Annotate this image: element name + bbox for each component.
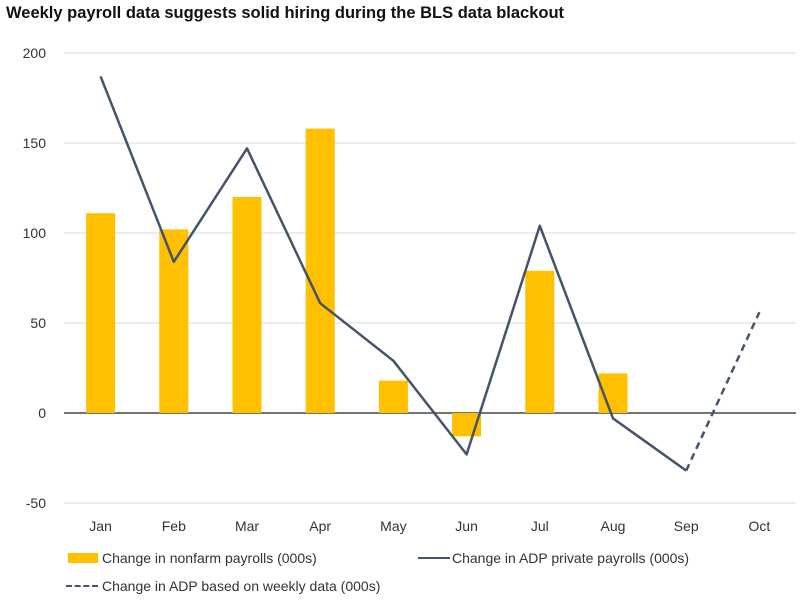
legend-swatch-line: [418, 557, 450, 559]
legend-item-nonfarm: Change in nonfarm payrolls (000s): [68, 550, 317, 566]
x-tick-label: Apr: [309, 518, 331, 534]
y-tick-label: 150: [23, 135, 47, 151]
x-tick-label: Jun: [455, 518, 478, 534]
x-tick-label: Feb: [162, 518, 186, 534]
x-tick-label: Mar: [235, 518, 259, 534]
chart-title: Weekly payroll data suggests solid hirin…: [6, 4, 565, 22]
legend-label: Change in ADP based on weekly data (000s…: [102, 578, 381, 594]
line-adp-weekly: [685, 311, 761, 472]
x-tick-label: May: [380, 518, 406, 534]
legend-swatch-bar: [68, 553, 98, 563]
bar-feb: [159, 229, 189, 413]
legend-item-adp-weekly: Change in ADP based on weekly data (000s…: [66, 578, 380, 594]
y-tick-label: 100: [23, 225, 47, 241]
line-adp-private: [99, 75, 687, 472]
x-tick-label: Aug: [601, 518, 626, 534]
x-tick-label: Oct: [749, 518, 771, 534]
legend-label: Change in ADP private payrolls (000s): [452, 550, 690, 566]
x-tick-label: Jan: [89, 518, 112, 534]
x-tick-label: Jul: [531, 518, 549, 534]
bar-apr: [305, 128, 335, 413]
bar-jul: [525, 270, 555, 413]
bar-mar: [232, 197, 262, 413]
legend-label: Change in nonfarm payrolls (000s): [102, 550, 317, 566]
y-tick-label: -50: [26, 495, 46, 511]
legend-item-adp: Change in ADP private payrolls (000s): [418, 550, 689, 566]
x-tick-label: Sep: [674, 518, 699, 534]
bar-may: [378, 380, 408, 413]
bar-jan: [86, 213, 116, 413]
y-tick-label: 50: [30, 315, 46, 331]
y-tick-label: 0: [38, 405, 46, 421]
y-tick-label: 200: [23, 45, 47, 61]
legend-swatch-dashed: [66, 585, 98, 587]
